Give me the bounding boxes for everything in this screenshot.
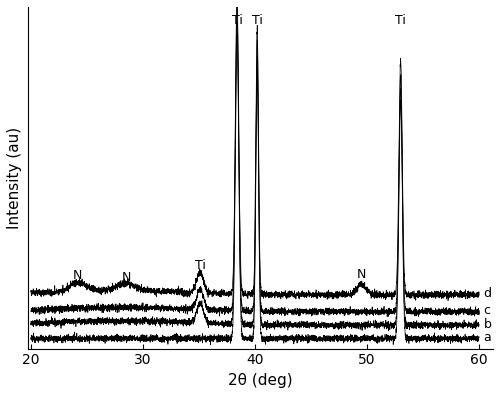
Text: N: N [73,269,83,282]
X-axis label: 2θ (deg): 2θ (deg) [228,373,292,388]
Text: b: b [484,318,492,331]
Text: N: N [122,271,131,284]
Y-axis label: Intensity (au): Intensity (au) [7,127,22,229]
Text: d: d [484,288,492,301]
Text: a: a [484,331,492,344]
Text: N: N [356,268,366,281]
Text: Ti: Ti [395,14,406,27]
Text: Ti: Ti [232,14,242,27]
Text: Ti: Ti [252,14,262,27]
Text: c: c [484,304,490,317]
Text: Ti: Ti [194,259,205,272]
